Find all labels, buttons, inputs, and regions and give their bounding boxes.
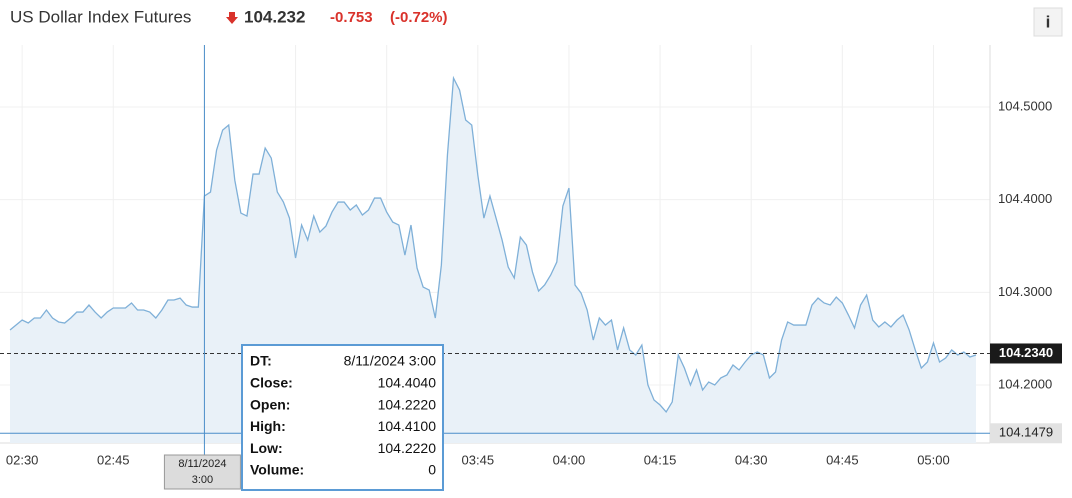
down-arrow bbox=[226, 12, 238, 24]
tooltip-label: Volume: bbox=[250, 462, 304, 478]
tooltip-label: Open: bbox=[250, 396, 290, 412]
tooltip-value: 104.4100 bbox=[378, 418, 437, 434]
info-icon[interactable]: i bbox=[1046, 12, 1051, 31]
tooltip-label: DT: bbox=[250, 353, 272, 369]
x-tick-label: 04:15 bbox=[644, 452, 677, 467]
chart-title: US Dollar Index Futures bbox=[10, 7, 191, 26]
price: 104.232 bbox=[244, 7, 305, 26]
tooltip-value: 104.4040 bbox=[378, 375, 437, 391]
x-tick-label: 02:30 bbox=[6, 452, 39, 467]
crosshair-y-label: 104.1479 bbox=[999, 425, 1053, 440]
crosshair-x-label: 3:00 bbox=[192, 474, 213, 486]
plot: 104.2000104.3000104.4000104.5000Investin… bbox=[0, 45, 1062, 491]
info-button[interactable] bbox=[1033, 7, 1063, 37]
y-tick-label: 104.4000 bbox=[998, 191, 1052, 206]
last-price-label: 104.2340 bbox=[999, 345, 1053, 360]
x-tick-label: 05:00 bbox=[917, 452, 950, 467]
area-fill bbox=[10, 78, 976, 443]
x-tick-label: 02:45 bbox=[97, 452, 130, 467]
tooltip-value: 8/11/2024 3:00 bbox=[344, 353, 437, 369]
crosshair-x-label: 8/11/2024 bbox=[178, 458, 226, 470]
tooltip-label: High: bbox=[250, 418, 286, 434]
crosshair-y-badge bbox=[990, 423, 1062, 444]
x-tick-label: 04:00 bbox=[553, 452, 586, 467]
y-tick-label: 104.3000 bbox=[998, 284, 1052, 299]
last-price-badge bbox=[990, 343, 1062, 364]
x-tick-label: 03:45 bbox=[462, 452, 495, 467]
x-tick-label: 04:45 bbox=[826, 452, 859, 467]
crosshair-x-badge bbox=[163, 454, 241, 490]
tooltip-label: Low: bbox=[250, 440, 283, 456]
change-pct: (-0.72%) bbox=[390, 9, 448, 26]
price-line bbox=[9, 75, 977, 414]
tooltip-value: 0 bbox=[428, 462, 436, 478]
y-tick-label: 104.5000 bbox=[998, 98, 1052, 113]
tooltip-label: Close: bbox=[250, 375, 293, 391]
y-tick-label: 104.2000 bbox=[998, 376, 1052, 391]
tooltip-value: 104.2220 bbox=[378, 396, 437, 412]
x-tick-label: 04:30 bbox=[735, 452, 768, 467]
tooltip-value: 104.2220 bbox=[378, 440, 437, 456]
tooltip bbox=[241, 344, 444, 491]
change: -0.753 bbox=[330, 9, 373, 26]
